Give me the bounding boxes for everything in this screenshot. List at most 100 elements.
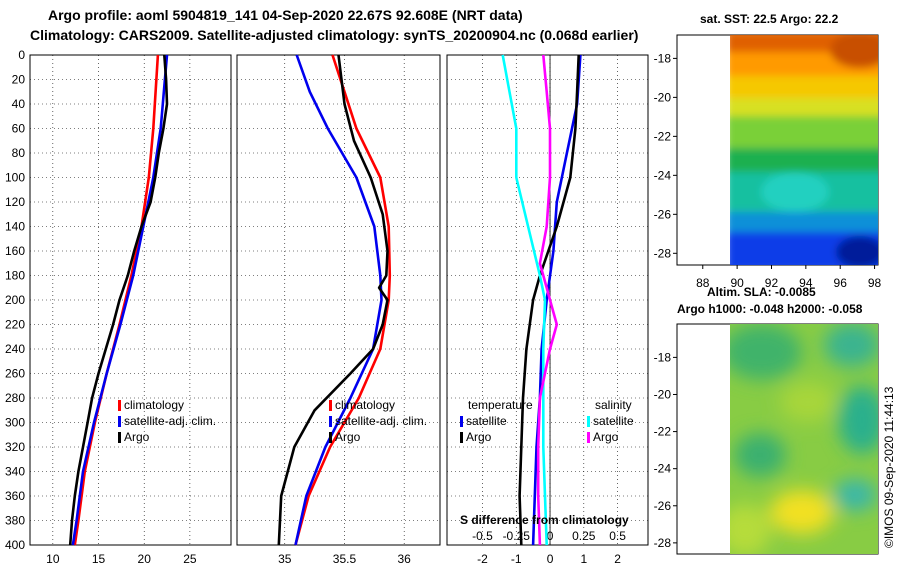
sst-map bbox=[676, 34, 879, 266]
series-line-satellite-adj-clim- bbox=[71, 54, 169, 546]
y-tick-label: 320 bbox=[5, 440, 25, 454]
legend-label-climatology: climatology bbox=[124, 398, 184, 412]
y-tick-label: 120 bbox=[5, 195, 25, 209]
sst-map-band bbox=[730, 98, 878, 118]
legend-label-argo: Argo bbox=[124, 430, 150, 444]
figure-title-line2: Climatology: CARS2009. Satellite-adjuste… bbox=[30, 27, 638, 43]
x-tick-label: 0 bbox=[547, 552, 554, 566]
sla-map-feature bbox=[730, 324, 802, 380]
y-tick-label: 20 bbox=[12, 73, 26, 87]
legend-swatch-satellite-adj bbox=[118, 416, 121, 427]
temperature-legend: climatology satellite-adj. clim. Argo bbox=[118, 398, 216, 444]
x-tick-label: 10 bbox=[46, 552, 60, 566]
sst-map-feature bbox=[830, 35, 878, 68]
y-tick-label: 240 bbox=[5, 342, 25, 356]
series-line-temperature-argo bbox=[518, 54, 580, 546]
y-tick-label: 380 bbox=[5, 514, 25, 528]
legend-swatch-salinity-satellite bbox=[587, 416, 590, 427]
map-y-tick-label: -20 bbox=[654, 387, 672, 401]
series-line-satellite-adj-clim- bbox=[294, 54, 383, 546]
difference-legend: temperature satellite Argo salinity sate… bbox=[460, 398, 634, 527]
x-tick-label: 20 bbox=[138, 552, 152, 566]
sst-map-feature bbox=[836, 236, 878, 265]
sla-map-title: Altim. SLA: -0.0085 bbox=[707, 285, 816, 299]
difference-axis-label: S difference from climatology bbox=[460, 513, 629, 527]
legend-swatch-temperature-argo bbox=[460, 432, 463, 443]
map-x-tick-label: 94 bbox=[799, 276, 813, 290]
map-y-tick-label: -26 bbox=[654, 207, 672, 221]
y-tick-label: 360 bbox=[5, 489, 25, 503]
y-tick-label: 220 bbox=[5, 318, 25, 332]
legend-title-salinity: salinity bbox=[595, 398, 632, 412]
x-tick-label: -1 bbox=[511, 552, 522, 566]
x-tick-label: 2 bbox=[614, 552, 621, 566]
x-tick-label: 15 bbox=[92, 552, 106, 566]
sla-map-feature bbox=[734, 433, 786, 477]
map-x-tick-label: 88 bbox=[696, 276, 710, 290]
y-tick-label: 180 bbox=[5, 269, 25, 283]
map-y-tick-label: -18 bbox=[654, 51, 672, 65]
legend-swatch-argo bbox=[118, 432, 121, 443]
legend-swatch-argo bbox=[329, 432, 332, 443]
y-tick-label: 60 bbox=[12, 122, 26, 136]
series-line-argo bbox=[68, 54, 169, 546]
sla-map-feature bbox=[824, 324, 878, 367]
sst-map-band bbox=[730, 148, 878, 174]
map-x-tick-label: 96 bbox=[834, 276, 848, 290]
map-y-tick-label: -28 bbox=[654, 536, 672, 550]
legend-label-satellite-adj: satellite-adj. clim. bbox=[124, 414, 216, 428]
x-tick-label: 36 bbox=[397, 552, 411, 566]
map-y-tick-label: -18 bbox=[654, 350, 672, 364]
sla-map-feature bbox=[833, 479, 877, 511]
sla-map-feature bbox=[770, 490, 834, 534]
sla-map-feature bbox=[780, 382, 836, 422]
secondary-x-tick-label: -0.5 bbox=[472, 529, 493, 543]
y-tick-label: 300 bbox=[5, 416, 25, 430]
legend-swatch-temperature-satellite bbox=[460, 416, 463, 427]
map-y-tick-label: -26 bbox=[654, 499, 672, 513]
x-tick-label: 35 bbox=[278, 552, 292, 566]
legend-swatch-salinity-argo bbox=[587, 432, 590, 443]
y-tick-label: 280 bbox=[5, 391, 25, 405]
x-tick-label: 35.5 bbox=[333, 552, 357, 566]
y-tick-label: 160 bbox=[5, 244, 25, 258]
y-tick-label: 340 bbox=[5, 465, 25, 479]
x-tick-label: 1 bbox=[580, 552, 587, 566]
series-line-climatology bbox=[294, 54, 392, 546]
map-y-tick-label: -20 bbox=[654, 90, 672, 104]
map-x-tick-label: 98 bbox=[868, 276, 882, 290]
series-line-temperature-satellite bbox=[531, 54, 582, 546]
secondary-x-tick-label: -0.25 bbox=[503, 529, 531, 543]
credit-text: ©IMOS 09-Sep-2020 11:44:13 bbox=[882, 386, 896, 548]
legend-label-temperature-satellite: satellite bbox=[466, 414, 507, 428]
map-y-tick-label: -22 bbox=[654, 425, 672, 439]
sla-map-feature bbox=[838, 386, 878, 454]
legend-label-salinity-argo: Argo bbox=[593, 430, 619, 444]
sst-map-band bbox=[730, 76, 878, 100]
series-line-salinity-satellite bbox=[501, 54, 548, 546]
sst-map-title: sat. SST: 22.5 Argo: 22.2 bbox=[700, 12, 839, 26]
y-tick-label: 80 bbox=[12, 146, 26, 160]
map-x-tick-label: 90 bbox=[730, 276, 744, 290]
secondary-x-tick-label: 0.25 bbox=[572, 529, 596, 543]
sst-map-band bbox=[730, 212, 878, 234]
series-line-salinity-argo bbox=[536, 54, 559, 546]
map-y-tick-label: -24 bbox=[654, 462, 672, 476]
series-line-argo bbox=[277, 54, 389, 546]
y-tick-label: 260 bbox=[5, 367, 25, 381]
legend-swatch-satellite-adj bbox=[329, 416, 332, 427]
legend-label-salinity-satellite: satellite bbox=[593, 414, 634, 428]
map-y-tick-label: -28 bbox=[654, 246, 672, 260]
secondary-x-tick-label: 0.5 bbox=[609, 529, 626, 543]
legend-swatch-climatology bbox=[118, 400, 121, 411]
legend-swatch-climatology bbox=[329, 400, 332, 411]
salinity-legend: climatology satellite-adj. clim. Argo bbox=[329, 398, 427, 444]
salinity-panel bbox=[236, 54, 441, 546]
sst-map-band bbox=[730, 116, 878, 150]
y-tick-label: 0 bbox=[18, 48, 25, 62]
map-y-tick-label: -24 bbox=[654, 168, 672, 182]
map-y-tick-label: -22 bbox=[654, 129, 672, 143]
x-tick-label: -2 bbox=[477, 552, 488, 566]
y-tick-label: 100 bbox=[5, 171, 25, 185]
figure-title-line1: Argo profile: aoml 5904819_141 04-Sep-20… bbox=[48, 7, 523, 23]
